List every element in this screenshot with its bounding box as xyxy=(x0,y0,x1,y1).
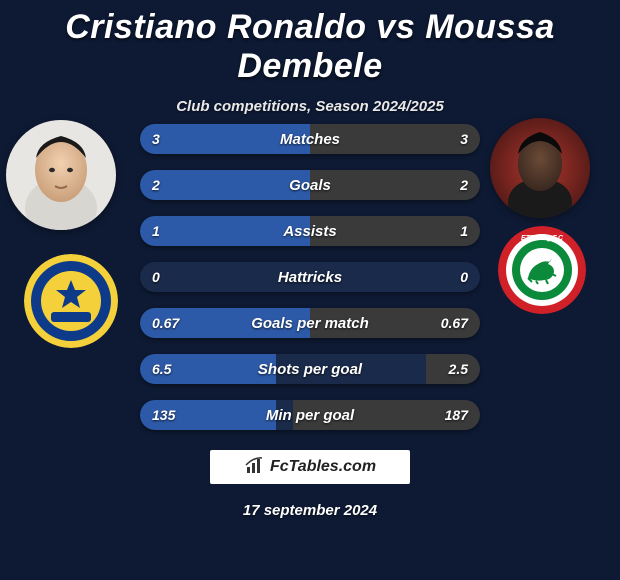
stat-row: 33Matches xyxy=(140,124,480,154)
stats-table: 33Matches 22Goals 11Assists 00Hattricks 0.67… xyxy=(140,124,480,446)
stat-row: 22Goals xyxy=(140,170,480,200)
stat-row: 6.52.5Shots per goal xyxy=(140,354,480,384)
player-left-avatar xyxy=(6,120,116,230)
page-title: Cristiano Ronaldo vs Moussa Dembele xyxy=(0,0,620,86)
date-label: 17 september 2024 xyxy=(0,502,620,519)
stat-row: 0.670.67Goals per match xyxy=(140,308,480,338)
subtitle: Club competitions, Season 2024/2025 xyxy=(0,98,620,115)
stat-label: Min per goal xyxy=(140,400,480,430)
player-left-club-badge xyxy=(24,254,118,348)
brand-icon xyxy=(244,455,264,480)
player-right-club-badge: ETTIFAQ F.C xyxy=(498,226,586,314)
brand-text: FcTables.com xyxy=(270,458,376,476)
stat-label: Assists xyxy=(140,216,480,246)
stat-label: Goals xyxy=(140,170,480,200)
player-right-avatar xyxy=(490,118,590,218)
svg-text:ETTIFAQ F.C: ETTIFAQ F.C xyxy=(521,235,564,242)
stat-label: Matches xyxy=(140,124,480,154)
stat-row: 00Hattricks xyxy=(140,262,480,292)
stat-label: Shots per goal xyxy=(140,354,480,384)
brand-box: FcTables.com xyxy=(210,450,410,484)
stat-row: 11Assists xyxy=(140,216,480,246)
stat-row: 135187Min per goal xyxy=(140,400,480,430)
stat-label: Goals per match xyxy=(140,308,480,338)
stat-label: Hattricks xyxy=(140,262,480,292)
